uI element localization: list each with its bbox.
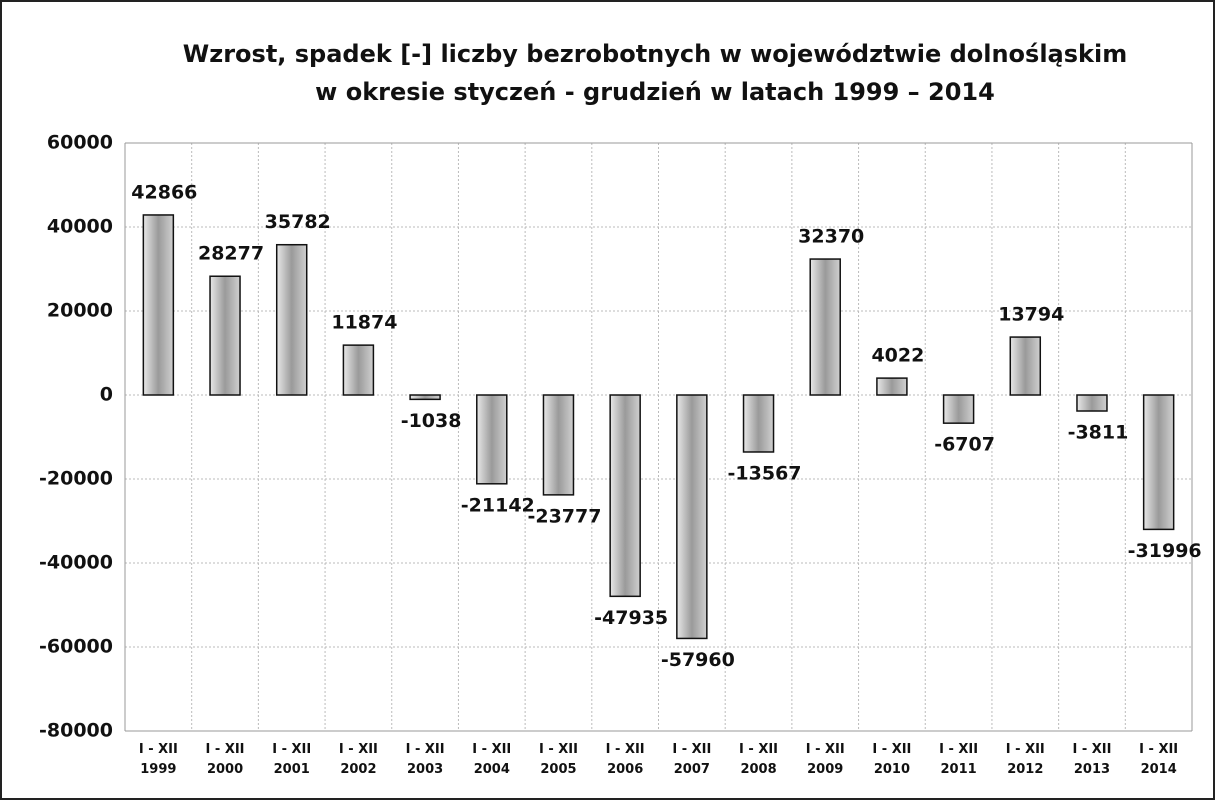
x-tick-label: I - XII 2004 <box>472 742 511 777</box>
bar <box>275 243 308 396</box>
data-label: -31996 <box>1128 540 1202 562</box>
y-tick-label: -40000 <box>39 552 113 574</box>
y-tick-label: -60000 <box>39 636 113 658</box>
data-label: 11874 <box>331 312 397 334</box>
data-label: -23777 <box>527 505 601 527</box>
bar <box>1142 394 1175 531</box>
x-tick-label: I - XII 2014 <box>1139 742 1178 777</box>
x-tick-label: I - XII 2002 <box>339 742 378 777</box>
y-tick-label: -20000 <box>39 468 113 490</box>
bar <box>209 275 241 396</box>
x-tick-label: I - XII 2013 <box>1072 742 1111 777</box>
data-label: 4022 <box>871 345 924 367</box>
x-tick-label: I - XII 2007 <box>672 742 711 777</box>
data-label: -47935 <box>594 607 668 629</box>
chart-title: Wzrost, spadek [-] liczby bezrobotnych w… <box>183 40 1127 106</box>
x-tick-label: I - XII 2011 <box>939 742 978 777</box>
data-label: 32370 <box>798 226 864 248</box>
bar <box>742 394 775 453</box>
x-tick-label: I - XII 2003 <box>406 742 445 777</box>
data-label: -3811 <box>1068 422 1129 444</box>
data-label: -6707 <box>934 434 995 456</box>
x-tick-label: I - XII 1999 <box>139 742 178 777</box>
data-label: -57960 <box>661 649 735 671</box>
bar <box>342 344 375 396</box>
x-tick-label: I - XII 2001 <box>272 742 311 777</box>
bar <box>942 394 975 424</box>
data-label: 13794 <box>998 304 1064 326</box>
bar <box>809 258 841 396</box>
y-tick-label: 40000 <box>47 216 113 238</box>
data-label: -21142 <box>461 494 535 516</box>
bar <box>142 214 175 396</box>
data-label: 35782 <box>265 211 331 233</box>
x-tick-label: I - XII 2000 <box>206 742 245 777</box>
y-tick-label: 0 <box>100 384 113 406</box>
bar <box>609 394 641 598</box>
x-tick-label: I - XII 2005 <box>539 742 578 777</box>
x-tick-label: I - XII 2010 <box>872 742 911 777</box>
x-tick-label: I - XII 2006 <box>606 742 645 777</box>
x-tick-label: I - XII 2012 <box>1006 742 1045 777</box>
x-tick-label: I - XII 2008 <box>739 742 778 777</box>
bar <box>876 377 908 396</box>
bar <box>1076 394 1108 412</box>
y-tick-label: 60000 <box>47 132 113 154</box>
data-label: -13567 <box>728 462 802 484</box>
data-label: 28277 <box>198 243 264 265</box>
bar <box>1009 336 1042 396</box>
bar <box>476 394 508 485</box>
bar <box>542 394 575 496</box>
y-tick-label: -80000 <box>39 720 113 742</box>
data-label: -1038 <box>401 410 462 432</box>
bar <box>409 394 441 401</box>
data-label: 42866 <box>131 181 197 203</box>
bar <box>676 394 708 640</box>
y-tick-label: 20000 <box>47 300 113 322</box>
x-tick-label: I - XII 2009 <box>806 742 845 777</box>
